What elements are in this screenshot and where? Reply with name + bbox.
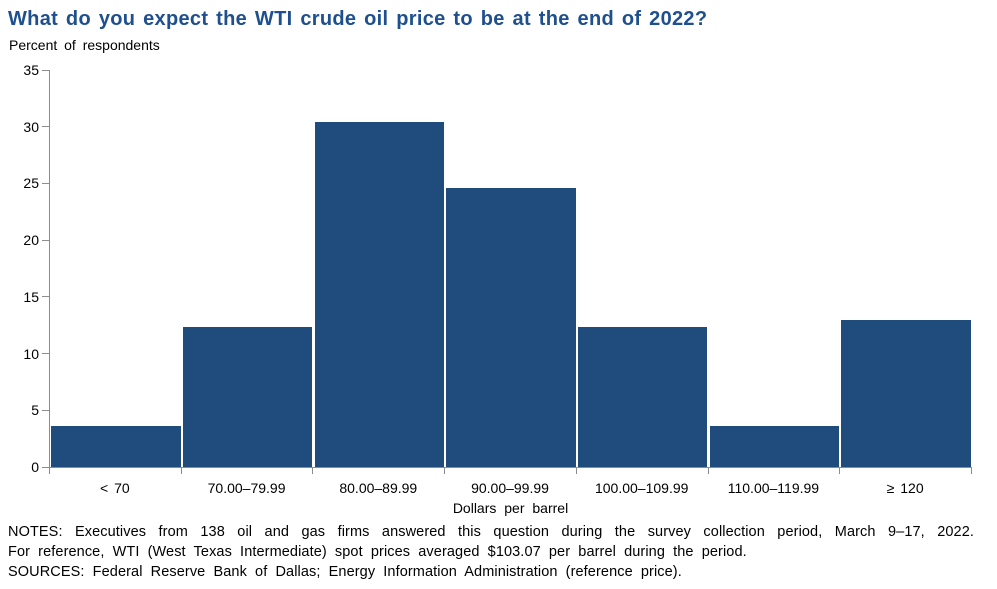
x-tick bbox=[180, 468, 182, 474]
x-tick bbox=[575, 468, 577, 474]
y-tick-label: 10 bbox=[23, 345, 39, 362]
y-tick-label: 25 bbox=[23, 175, 39, 192]
bar-5 bbox=[578, 327, 708, 467]
y-tick bbox=[42, 409, 49, 411]
y-tick-label: 35 bbox=[23, 62, 39, 78]
x-tick bbox=[312, 468, 314, 474]
y-tick bbox=[42, 239, 49, 241]
y-tick-label: 30 bbox=[23, 118, 39, 135]
y-tick-label: 20 bbox=[23, 232, 39, 249]
notes-line-3: SOURCES: Federal Reserve Bank of Dallas;… bbox=[8, 564, 682, 580]
y-tick bbox=[42, 69, 49, 71]
x-tick-label: 90.00–99.99 bbox=[471, 480, 549, 496]
x-tick-label: 70.00–79.99 bbox=[207, 480, 286, 496]
x-axis-labels: < 70 70.00–79.99 80.00–89.99 90.00–99.99 100… bbox=[49, 480, 972, 498]
x-tick bbox=[444, 468, 446, 474]
x-tick-label: 100.00–109.99 bbox=[594, 480, 689, 496]
notes-line-2: For reference, WTI (West Texas Intermedi… bbox=[8, 544, 747, 560]
x-tick bbox=[839, 468, 841, 474]
x-tick-label: 80.00–89.99 bbox=[339, 480, 418, 496]
x-axis-title: Dollars per barrel bbox=[452, 500, 569, 516]
bar-6 bbox=[709, 426, 840, 467]
x-tick-label: ≥ 120 bbox=[886, 480, 924, 496]
bar-3 bbox=[314, 122, 444, 467]
chart-notes: NOTES: Executives from 138 oil and gas f… bbox=[8, 522, 974, 582]
bar-1 bbox=[51, 426, 181, 467]
plot-area: 0 5 10 15 20 25 30 35 bbox=[23, 62, 972, 475]
bar-7 bbox=[841, 319, 971, 467]
chart-title: What do you expect the WTI crude oil pri… bbox=[8, 8, 708, 30]
y-tick bbox=[42, 182, 49, 184]
x-tick bbox=[49, 468, 50, 474]
x-axis-ticks bbox=[49, 468, 972, 474]
y-tick bbox=[42, 126, 49, 128]
y-axis-unit-label: Percent of respondents bbox=[9, 37, 160, 53]
x-tick bbox=[971, 468, 972, 474]
bar-2 bbox=[182, 327, 313, 467]
y-tick bbox=[42, 296, 49, 298]
y-tick bbox=[42, 466, 49, 468]
y-tick-label: 5 bbox=[31, 402, 39, 419]
x-tick bbox=[707, 468, 709, 474]
y-tick bbox=[42, 353, 49, 355]
x-tick-label: < 70 bbox=[100, 480, 130, 496]
y-tick-label: 15 bbox=[23, 288, 39, 305]
bar-4 bbox=[446, 187, 576, 467]
x-tick-label: 110.00–119.99 bbox=[727, 480, 820, 496]
y-tick-label: 0 bbox=[31, 459, 39, 475]
notes-line-1: NOTES: Executives from 138 oil and gas f… bbox=[8, 524, 974, 540]
